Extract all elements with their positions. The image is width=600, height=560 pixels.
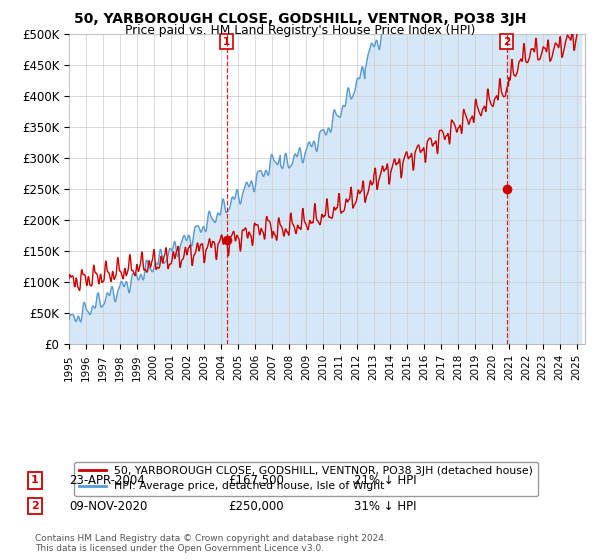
Text: 21% ↓ HPI: 21% ↓ HPI <box>354 474 416 487</box>
Text: 1: 1 <box>223 37 230 46</box>
Text: 31% ↓ HPI: 31% ↓ HPI <box>354 500 416 513</box>
Legend: 50, YARBOROUGH CLOSE, GODSHILL, VENTNOR, PO38 3JH (detached house), HPI: Average: 50, YARBOROUGH CLOSE, GODSHILL, VENTNOR,… <box>74 461 538 496</box>
Text: Contains HM Land Registry data © Crown copyright and database right 2024.
This d: Contains HM Land Registry data © Crown c… <box>35 534 386 553</box>
Text: 50, YARBOROUGH CLOSE, GODSHILL, VENTNOR, PO38 3JH: 50, YARBOROUGH CLOSE, GODSHILL, VENTNOR,… <box>74 12 526 26</box>
Text: £167,500: £167,500 <box>228 474 284 487</box>
Text: £250,000: £250,000 <box>228 500 284 513</box>
Text: 2: 2 <box>31 501 38 511</box>
Text: 1: 1 <box>31 475 38 486</box>
Text: 23-APR-2004: 23-APR-2004 <box>69 474 145 487</box>
Text: 09-NOV-2020: 09-NOV-2020 <box>69 500 148 513</box>
Text: 2: 2 <box>503 37 510 46</box>
Text: Price paid vs. HM Land Registry's House Price Index (HPI): Price paid vs. HM Land Registry's House … <box>125 24 475 37</box>
